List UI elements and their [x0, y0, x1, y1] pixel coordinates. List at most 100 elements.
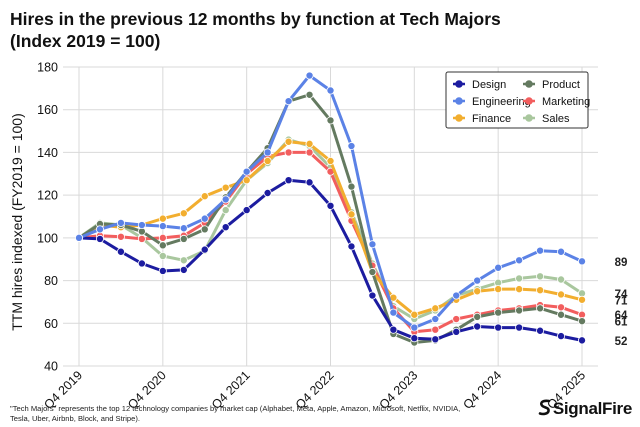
data-point-design [158, 266, 167, 275]
data-point-design [473, 322, 482, 331]
data-point-design [410, 334, 419, 343]
data-point-marketing [158, 233, 167, 242]
data-point-design [431, 335, 440, 344]
data-point-product [557, 310, 566, 319]
data-point-product [368, 268, 377, 277]
data-point-design [347, 242, 356, 251]
chart-title: Hires in the previous 12 months by funct… [10, 8, 610, 52]
data-point-engineering [326, 86, 335, 95]
signalfire-logo-icon [538, 399, 551, 416]
data-point-engineering [158, 222, 167, 231]
legend-label: Marketing [542, 96, 590, 108]
data-point-engineering [578, 257, 587, 266]
data-point-design [536, 326, 545, 335]
data-point-engineering [368, 240, 377, 249]
chart-series [75, 71, 587, 347]
y-tick-label: 160 [37, 103, 58, 117]
series-engineering [75, 71, 587, 332]
data-point-design [305, 178, 314, 187]
legend-item-marketing: Marketing [523, 96, 590, 108]
legend-swatch-marker [455, 80, 463, 88]
data-point-finance [200, 192, 209, 201]
data-point-product [515, 306, 524, 315]
data-point-marketing [116, 232, 125, 241]
data-point-engineering [536, 246, 545, 255]
legend-item-sales: Sales [523, 113, 570, 125]
data-point-engineering [221, 195, 230, 204]
data-point-design [221, 223, 230, 232]
data-point-product [473, 312, 482, 321]
data-point-engineering [263, 148, 272, 157]
legend-swatch-marker [525, 80, 533, 88]
end-label-marketing: 64 [615, 310, 628, 322]
data-point-marketing [284, 148, 293, 157]
data-point-design [137, 259, 146, 268]
y-tick-label: 100 [37, 231, 58, 245]
end-label-finance: 71 [615, 295, 628, 307]
data-point-finance [263, 156, 272, 165]
data-point-product [158, 241, 167, 250]
data-point-marketing [305, 148, 314, 157]
data-point-design [368, 291, 377, 300]
y-tick-label: 60 [44, 317, 58, 331]
chart-legend: Design Product Engineering Marketing Finance… [445, 71, 590, 129]
data-point-design [578, 336, 587, 345]
chart-title-line-2: (Index 2019 = 100) [10, 31, 161, 51]
data-point-finance [515, 285, 524, 294]
data-point-finance [284, 137, 293, 146]
data-point-engineering [389, 308, 398, 317]
data-point-design [326, 201, 335, 210]
data-point-engineering [494, 263, 503, 272]
data-point-finance [347, 210, 356, 219]
data-point-marketing [137, 234, 146, 243]
data-point-product [179, 234, 188, 243]
legend-label: Sales [542, 113, 570, 125]
brand-name: SignalFire [552, 399, 632, 418]
legend-item-product: Product [523, 79, 580, 91]
data-point-engineering [473, 276, 482, 285]
brand-logo: SignalFire [538, 399, 632, 419]
data-point-engineering [347, 142, 356, 151]
data-point-sales [515, 274, 524, 283]
data-point-finance [158, 214, 167, 223]
data-point-sales [536, 272, 545, 281]
legend-item-finance: Finance [453, 113, 511, 125]
data-point-product [494, 308, 503, 317]
data-point-design [284, 176, 293, 185]
legend-swatch-marker [455, 114, 463, 122]
data-point-design [452, 327, 461, 336]
data-point-finance [326, 156, 335, 165]
y-tick-label: 180 [37, 61, 58, 75]
end-label-engineering: 89 [615, 257, 628, 269]
series-end-labels: 74 64 71 61 52 89 [615, 257, 628, 348]
data-point-design [242, 206, 251, 215]
data-point-engineering [242, 167, 251, 176]
data-point-engineering [137, 221, 146, 230]
data-point-product [305, 90, 314, 99]
end-label-sales: 74 [615, 289, 628, 301]
data-point-design [179, 265, 188, 274]
data-point-finance [305, 139, 314, 148]
data-point-finance [494, 285, 503, 294]
legend-label: Product [542, 79, 580, 91]
data-point-engineering [410, 323, 419, 332]
data-point-finance [578, 295, 587, 304]
legend-item-engineering: Engineering [453, 96, 531, 108]
data-point-engineering [200, 214, 209, 223]
data-point-design [389, 325, 398, 334]
data-point-design [557, 332, 566, 341]
legend-swatch-marker [455, 97, 463, 105]
data-point-engineering [452, 291, 461, 300]
data-point-finance [536, 286, 545, 295]
data-point-engineering [95, 225, 104, 234]
data-point-engineering [305, 71, 314, 80]
data-point-design [494, 323, 503, 332]
legend-label: Finance [472, 113, 511, 125]
chart-title-line-1: Hires in the previous 12 months by funct… [10, 9, 501, 29]
data-point-finance [557, 290, 566, 299]
data-point-sales [179, 256, 188, 265]
end-label-product: 61 [615, 317, 628, 329]
data-point-engineering [515, 256, 524, 265]
data-point-design [515, 323, 524, 332]
